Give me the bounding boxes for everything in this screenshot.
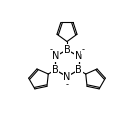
Text: N: N bbox=[63, 72, 71, 82]
Text: -: - bbox=[66, 81, 68, 90]
Text: -: - bbox=[50, 45, 53, 54]
Text: N: N bbox=[75, 51, 82, 61]
Text: B: B bbox=[75, 65, 82, 75]
Text: -: - bbox=[81, 45, 84, 54]
Text: N: N bbox=[52, 51, 59, 61]
Text: B: B bbox=[52, 65, 59, 75]
Text: B: B bbox=[64, 45, 70, 55]
